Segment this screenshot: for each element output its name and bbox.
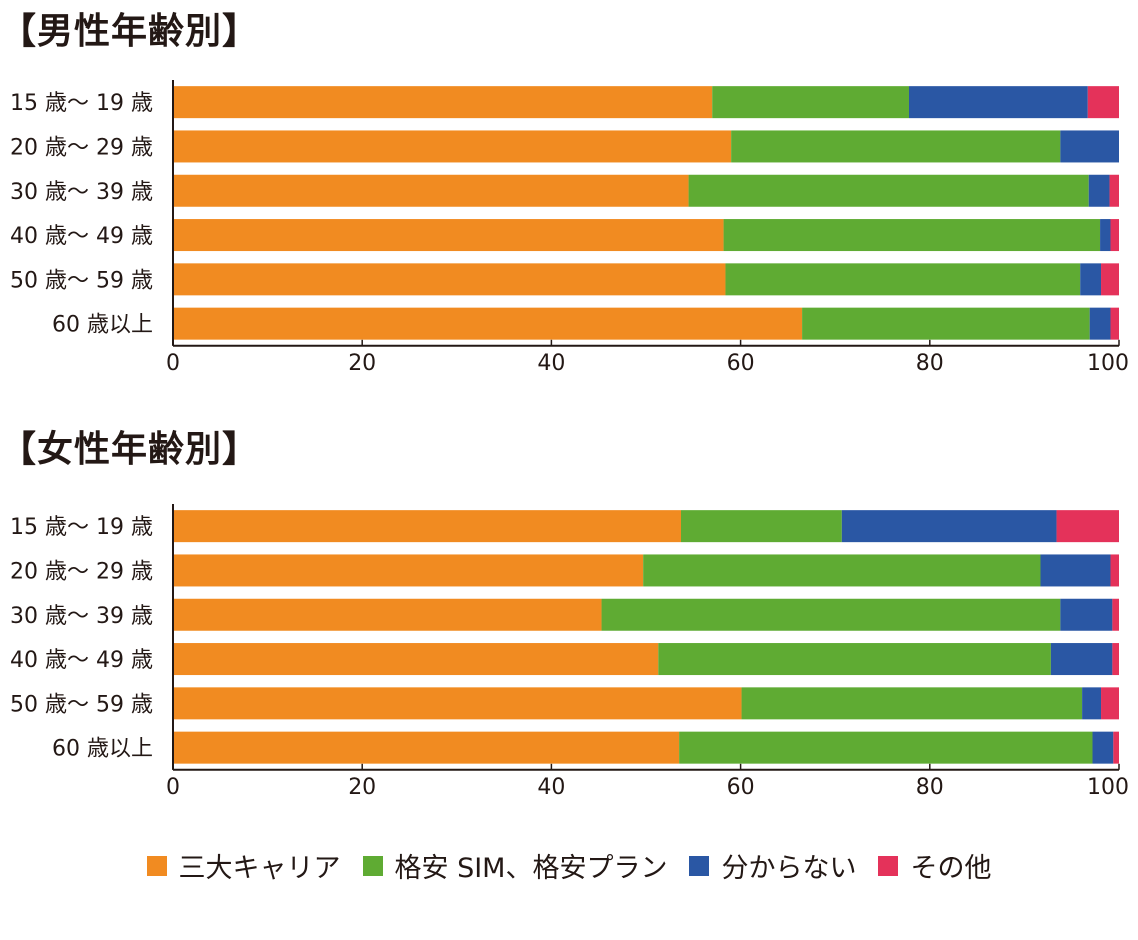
x-tick-label: 60: [727, 351, 755, 376]
legend-item-other: その他: [878, 846, 991, 885]
x-tick-label: 60: [727, 775, 755, 800]
bar-segment: [712, 86, 909, 119]
bar-segment: [725, 263, 1081, 296]
legend-label: 格安 SIM、格安プラン: [394, 853, 668, 884]
bar-segment: [173, 174, 689, 207]
legend-label: その他: [910, 853, 992, 884]
x-tick-label: 40: [537, 351, 565, 376]
bar-segment: [1060, 598, 1113, 631]
bar-segment: [1092, 731, 1114, 764]
bar-segment: [1110, 219, 1119, 252]
male-age-stacked-bar-chart: 15 歳～ 19 歳 20 歳～ 29 歳 30 歳～ 39 歳 40 歳～ 49 歳…: [10, 80, 1129, 376]
chart-legend: 三大キャリア 格安 SIM、格安プラン 分からない その他: [0, 846, 1138, 885]
bar-segment: [1056, 510, 1119, 543]
bar-segment: [1050, 643, 1113, 676]
female-age-stacked-bar-chart: 15 歳～ 19 歳 20 歳～ 29 歳 30 歳～ 39 歳 40 歳～ 49 歳…: [10, 504, 1129, 800]
category-label: 20 歳～ 29 歳: [10, 559, 153, 584]
bar-segment: [723, 219, 1101, 252]
bar-segment: [841, 510, 1057, 543]
category-label: 40 歳～ 49 歳: [10, 224, 153, 249]
bar-segment: [173, 510, 682, 543]
x-tick-label: 20: [348, 351, 376, 376]
x-tick-label: 0: [166, 351, 180, 376]
bar-segment: [173, 554, 644, 587]
x-tick-label: 0: [166, 775, 180, 800]
bar-segment: [658, 643, 1051, 676]
bar-segment: [731, 130, 1061, 163]
category-label: 20 歳～ 29 歳: [10, 135, 153, 160]
x-tick-label: 80: [916, 775, 944, 800]
legend-swatch: [878, 855, 899, 876]
bar-segment: [173, 263, 726, 296]
legend-swatch: [362, 855, 383, 876]
bar-segment: [1060, 130, 1119, 163]
bar-segment: [1080, 263, 1102, 296]
category-label: 60 歳以上: [52, 737, 153, 762]
bar-segment: [1087, 86, 1119, 119]
bar-segment: [1113, 731, 1119, 764]
bar-segment: [1101, 687, 1119, 720]
bar-segment: [173, 598, 602, 631]
category-label: 40 歳～ 49 歳: [10, 648, 153, 673]
bar-segment: [741, 687, 1083, 720]
x-tick-label: 40: [537, 775, 565, 800]
bar-segment: [643, 554, 1041, 587]
bar-segment: [173, 643, 659, 676]
x-tick-label: 20: [348, 775, 376, 800]
bar-segment: [173, 219, 724, 252]
bar-segment: [1100, 219, 1111, 252]
legend-item-budget-sim: 格安 SIM、格安プラン: [362, 846, 668, 885]
bar-segment: [1040, 554, 1111, 587]
x-tick-label: 100: [1087, 775, 1129, 800]
category-label: 50 歳～ 59 歳: [10, 692, 153, 717]
bar-segment: [173, 731, 680, 764]
legend-swatch: [146, 855, 167, 876]
x-tick-label: 80: [916, 351, 944, 376]
bar-segment: [679, 731, 1093, 764]
category-label: 15 歳～ 19 歳: [10, 515, 153, 540]
legend-label: 三大キャリア: [178, 853, 341, 884]
bar-segment: [1112, 643, 1119, 676]
legend-label: 分からない: [721, 853, 857, 884]
bar-segment: [802, 307, 1090, 340]
bar-segment: [1112, 598, 1119, 631]
category-label: 30 歳～ 39 歳: [10, 604, 153, 629]
legend-item-unknown: 分からない: [689, 846, 856, 885]
bar-segment: [908, 86, 1088, 119]
bar-segment: [601, 598, 1061, 631]
bar-segment: [173, 86, 713, 119]
female-chart-title: 【女性年齢別】: [0, 429, 260, 470]
bar-segment: [173, 687, 742, 720]
bar-segment: [1101, 263, 1119, 296]
bar-segment: [688, 174, 1089, 207]
male-chart-title: 【男性年齢別】: [0, 11, 260, 52]
bar-segment: [1082, 687, 1102, 720]
bar-segment: [1089, 307, 1111, 340]
bar-segment: [681, 510, 842, 543]
legend-item-major-carriers: 三大キャリア: [146, 846, 341, 885]
category-label: 50 歳～ 59 歳: [10, 268, 153, 293]
x-tick-label: 100: [1087, 351, 1129, 376]
category-label: 60 歳以上: [52, 313, 153, 338]
bar-segment: [173, 130, 732, 163]
bar-segment: [1088, 174, 1110, 207]
bar-segment: [1109, 174, 1119, 207]
bar-segment: [1110, 307, 1119, 340]
category-label: 30 歳～ 39 歳: [10, 180, 153, 205]
bar-segment: [173, 307, 803, 340]
category-label: 15 歳～ 19 歳: [10, 91, 153, 116]
bar-segment: [1110, 554, 1119, 587]
legend-swatch: [689, 855, 710, 876]
